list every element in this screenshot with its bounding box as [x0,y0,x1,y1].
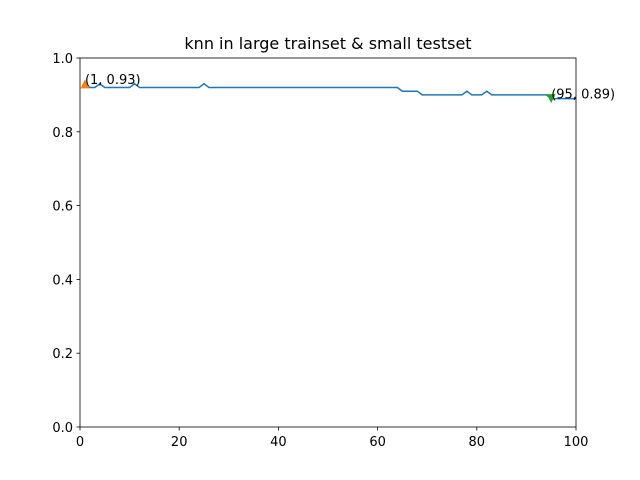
annotation-label: (1, 0.93) [85,73,141,88]
annotation-label: (95, 0.89) [551,88,615,103]
chart-title: knn in large trainset & small testset [184,34,471,53]
line [84,82,576,100]
x-tick-label: 0 [76,435,84,450]
x-tick-label: 60 [369,435,386,450]
annotation-marker [546,94,556,104]
y-tick-label: 1.0 [52,52,73,67]
x-tick-label: 100 [564,435,589,450]
annotation-marker [80,79,90,89]
x-tick-label: 40 [270,435,287,450]
y-tick-label: 0.8 [52,126,73,141]
x-tick-label: 20 [171,435,188,450]
y-tick-label: 0.2 [52,347,73,362]
y-tick-label: 0.0 [52,421,73,436]
x-tick-label: 80 [469,435,486,450]
y-tick-label: 0.4 [52,273,73,288]
axes-frame [79,57,577,428]
y-tick-label: 0.6 [52,200,73,215]
